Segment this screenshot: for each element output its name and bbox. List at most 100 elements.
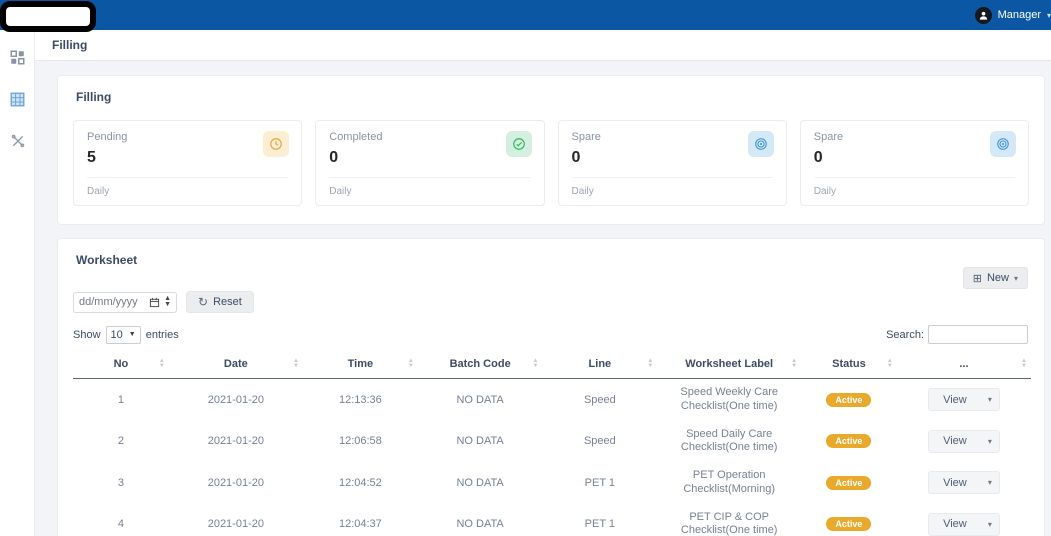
table-icon bbox=[10, 92, 25, 106]
status-badge: Active bbox=[826, 392, 872, 407]
reset-button[interactable]: ↻ Reset bbox=[186, 291, 254, 313]
column-header-line[interactable]: Line ▲ ▼ bbox=[542, 350, 658, 379]
table-row: 4 2021-01-20 12:04:37 NO DATA PET 1 PET … bbox=[73, 504, 1031, 536]
cell-actions: View ▾ bbox=[897, 462, 1031, 504]
cell-line: PET 1 bbox=[584, 476, 616, 489]
sort-icon: ▲ ▼ bbox=[886, 358, 893, 369]
cell-actions: View ▾ bbox=[897, 504, 1031, 536]
chevron-down-icon: ▾ bbox=[1013, 273, 1018, 283]
view-button[interactable]: View ▾ bbox=[927, 471, 1000, 495]
worksheet-panel: Worksheet ⊞ New ▾ dd/mm/yyyy ▲ ▼ ↻ Reset bbox=[57, 238, 1045, 536]
target-icon bbox=[747, 131, 774, 157]
reset-button-label: Reset bbox=[213, 296, 242, 308]
table-body: ▾ 1 2021-01-20 12:13:36 NO DATA Speed Sp… bbox=[73, 379, 1031, 536]
chevron-down-icon: ▾ bbox=[987, 436, 992, 446]
entries-length-value: 10 bbox=[110, 328, 123, 341]
target-icon bbox=[990, 131, 1016, 157]
cell-worksheet-label: PET Operation Checklist(Morning) bbox=[683, 469, 776, 495]
column-header-time[interactable]: Time ▲ ▼ bbox=[302, 350, 418, 379]
sidebar-item-tools[interactable] bbox=[0, 126, 35, 156]
stat-label: Spare bbox=[571, 131, 601, 143]
cell-date: 2021-01-20 bbox=[207, 518, 264, 531]
status-badge: Active bbox=[826, 434, 872, 449]
summary-panel-title: Filling bbox=[76, 90, 112, 104]
cell-status: Active bbox=[801, 462, 897, 504]
page-title: Filling bbox=[52, 38, 88, 52]
plus-square-icon: ⊞ bbox=[972, 272, 982, 285]
stat-card-pending: Pending 5 Daily bbox=[73, 120, 303, 206]
sidebar bbox=[0, 30, 35, 536]
refresh-icon: ↻ bbox=[198, 295, 209, 309]
stat-cards-row: Pending 5 Daily Completed 0 Daily Spare bbox=[58, 104, 1044, 206]
cell-time: 12:04:52 bbox=[338, 476, 382, 489]
date-stepper-icon[interactable]: ▲ ▼ bbox=[164, 295, 171, 308]
page-header: Filling bbox=[35, 30, 1051, 61]
stat-label: Spare bbox=[813, 131, 844, 143]
new-button[interactable]: ⊞ New ▾ bbox=[962, 267, 1028, 289]
cell-time: 12:06:58 bbox=[338, 435, 382, 448]
cell-batch-code: NO DATA bbox=[456, 476, 504, 489]
stat-value: 0 bbox=[329, 149, 339, 166]
stat-value: 5 bbox=[87, 149, 96, 166]
filter-row: dd/mm/yyyy ▲ ▼ ↻ Reset bbox=[58, 267, 1044, 313]
view-button[interactable]: View ▾ bbox=[927, 512, 1000, 536]
cell-batch-code: NO DATA bbox=[456, 393, 504, 406]
cell-batch-code: NO DATA bbox=[456, 435, 504, 448]
stat-card-spare-1: Spare 0 Daily bbox=[557, 120, 787, 206]
column-header-no[interactable]: No ▲ ▼ bbox=[73, 350, 169, 379]
tools-icon bbox=[11, 134, 24, 148]
stat-label: Completed bbox=[329, 131, 383, 143]
stat-value: 0 bbox=[813, 149, 823, 166]
sort-icon: ▲ ▼ bbox=[647, 358, 654, 369]
sort-icon: ▲ ▼ bbox=[532, 358, 539, 369]
stat-value: 0 bbox=[571, 149, 581, 166]
cell-no: 2 bbox=[117, 435, 124, 448]
column-header-actions[interactable]: ... ▲ ▼ bbox=[896, 350, 1031, 379]
filling-summary-panel: Filling Pending 5 Daily Completed 0 Dail… bbox=[57, 75, 1045, 225]
column-header-batch-code[interactable]: Batch Code ▲ ▼ bbox=[417, 350, 543, 379]
status-badge: Active bbox=[826, 475, 872, 490]
sort-icon: ▲ ▼ bbox=[791, 358, 798, 369]
cell-status: Active bbox=[801, 421, 897, 463]
cell-actions: View ▾ bbox=[897, 379, 1031, 421]
table-row: 2 2021-01-20 12:06:58 NO DATA Speed Spee… bbox=[73, 421, 1031, 463]
table-header-row: No ▲ ▼ Date ▲ ▼ Time ▲ ▼ Batch Code ▲ ▼ Line ▲ ▼ W… bbox=[73, 350, 1031, 379]
chevron-down-icon: ▼ bbox=[128, 331, 136, 338]
show-label: Show bbox=[73, 328, 101, 341]
chevron-down-icon: ▾ bbox=[987, 519, 992, 529]
chevron-down-icon: ▾ bbox=[987, 478, 992, 488]
user-menu[interactable]: Manager ▾ bbox=[974, 0, 1051, 30]
cell-worksheet-label: PET CIP & COP Checklist(One time) bbox=[680, 510, 778, 536]
list-controls-row: Show 10 ▼ entries Search: bbox=[58, 313, 1044, 344]
cell-no: 1 bbox=[117, 393, 124, 406]
view-button[interactable]: View ▾ bbox=[927, 429, 1000, 453]
sort-icon: ▲ ▼ bbox=[407, 358, 414, 369]
stat-card-spare-2: Spare 0 Daily bbox=[799, 120, 1029, 206]
column-header-status[interactable]: Status ▲ ▼ bbox=[801, 350, 897, 379]
cell-line: Speed bbox=[583, 435, 616, 448]
entries-label: entries bbox=[145, 328, 179, 341]
sidebar-item-dashboard[interactable] bbox=[0, 42, 35, 72]
sort-icon: ▲ ▼ bbox=[158, 358, 165, 369]
view-button[interactable]: View ▾ bbox=[927, 388, 1000, 412]
cell-worksheet-label: Speed Weekly Care Checklist(One time) bbox=[680, 386, 778, 412]
entries-length-select[interactable]: 10 ▼ bbox=[105, 325, 141, 344]
column-header-date[interactable]: Date ▲ ▼ bbox=[168, 350, 303, 379]
search-input[interactable] bbox=[928, 325, 1028, 344]
app-logo[interactable] bbox=[0, 1, 96, 32]
calendar-icon bbox=[149, 297, 160, 307]
user-avatar-icon bbox=[974, 6, 992, 24]
table-row: 3 2021-01-20 12:04:52 NO DATA PET 1 PET … bbox=[73, 462, 1031, 504]
cell-status: Active bbox=[801, 504, 897, 536]
sidebar-item-worksheet[interactable] bbox=[0, 84, 35, 114]
cell-line: Speed bbox=[583, 393, 616, 406]
table-row: 1 2021-01-20 12:13:36 NO DATA Speed Spee… bbox=[73, 379, 1031, 421]
sort-icon: ▲ ▼ bbox=[292, 358, 299, 369]
cell-no: 3 bbox=[117, 476, 124, 489]
date-filter-input[interactable]: dd/mm/yyyy ▲ ▼ bbox=[73, 291, 177, 313]
cell-time: 12:04:37 bbox=[338, 518, 382, 531]
column-header-worksheet-label[interactable]: Worksheet Label ▲ ▼ bbox=[657, 350, 802, 379]
cell-actions: View ▾ bbox=[897, 421, 1031, 463]
cell-status: Active bbox=[801, 379, 897, 421]
show-entries-control: Show 10 ▼ entries bbox=[73, 325, 179, 344]
